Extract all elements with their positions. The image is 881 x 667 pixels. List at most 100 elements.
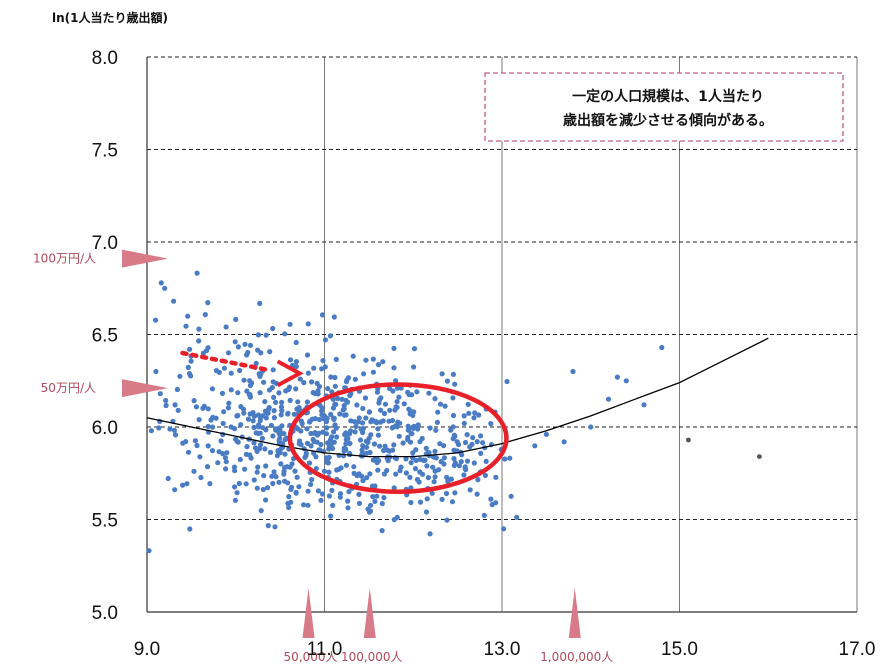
data-point [394,404,400,410]
data-point [289,461,295,467]
data-point [482,472,488,478]
data-point [270,480,276,487]
data-point [286,494,292,500]
data-point [207,481,213,487]
data-point [257,430,263,436]
data-point [247,378,253,384]
data-point [315,488,321,494]
data-point [357,437,364,443]
data-point [438,459,444,465]
data-point [337,411,343,417]
data-point [465,401,471,407]
data-point [432,396,438,402]
data-point [381,447,387,454]
data-point [407,408,413,414]
data-point [458,459,464,465]
data-point [483,458,489,464]
data-point [146,548,152,554]
data-point [366,409,372,415]
data-point [371,441,378,447]
data-point [311,438,317,445]
data-point [605,396,612,402]
x-marker-spike [363,588,376,638]
x-marker-label: 50,000人 [284,650,338,664]
data-point [282,478,288,484]
data-point [339,396,345,402]
regression-curve [146,337,769,458]
data-point [360,425,366,432]
data-point [296,484,302,490]
data-point [464,432,470,438]
y-tick-label: 6.5 [92,326,118,347]
data-point [410,412,416,418]
data-point [333,401,339,407]
data-point [356,500,363,506]
data-point [328,411,334,417]
data-point [183,439,189,445]
data-point [228,387,234,393]
data-point [362,395,369,401]
data-point [360,405,366,412]
data-point [343,397,349,403]
data-point [262,399,268,405]
data-point [226,400,232,406]
data-point [257,442,264,448]
data-point [401,401,407,407]
data-point [359,447,365,453]
data-point [308,430,314,437]
data-point [271,469,277,475]
data-point [327,333,333,339]
data-point [326,446,332,452]
data-point [431,454,437,460]
data-point [493,500,499,506]
data-point [172,432,179,438]
data-point [360,429,366,436]
data-point [301,380,307,386]
data-point [163,402,169,409]
data-point [334,434,340,440]
data-point [220,451,226,457]
data-point [318,441,324,448]
data-point [257,300,263,306]
data-point [641,402,647,408]
data-point [245,416,252,422]
data-point [331,415,337,421]
data-point [232,339,238,345]
data-point [343,462,349,468]
data-point [309,379,315,385]
data-point [332,374,338,381]
data-point [480,440,486,446]
data-point [282,436,288,442]
data-point [236,480,242,487]
data-point [221,365,227,371]
data-point [436,467,442,473]
data-point [309,477,315,483]
data-point [281,468,287,474]
data-point [271,415,277,421]
data-point [452,460,458,466]
data-point [386,418,392,424]
data-point [148,428,154,434]
data-point [282,451,288,457]
data-point [377,443,383,449]
data-point [263,463,269,469]
data-point [320,358,326,364]
data-point [328,374,334,380]
y-marker-wedge [122,379,168,398]
data-point [420,471,426,477]
data-point [228,370,234,376]
data-point [308,481,314,488]
data-point [481,512,487,519]
data-point [375,432,381,438]
data-point [260,486,266,493]
y-tick-label: 6.0 [92,418,118,439]
data-point [424,496,430,502]
data-point [223,324,229,330]
data-point [303,450,309,456]
data-point [247,411,253,417]
data-point [287,357,294,363]
data-point [478,433,484,439]
highlight-ellipse [287,382,509,495]
data-point [237,367,243,374]
scatter-points [146,270,762,554]
